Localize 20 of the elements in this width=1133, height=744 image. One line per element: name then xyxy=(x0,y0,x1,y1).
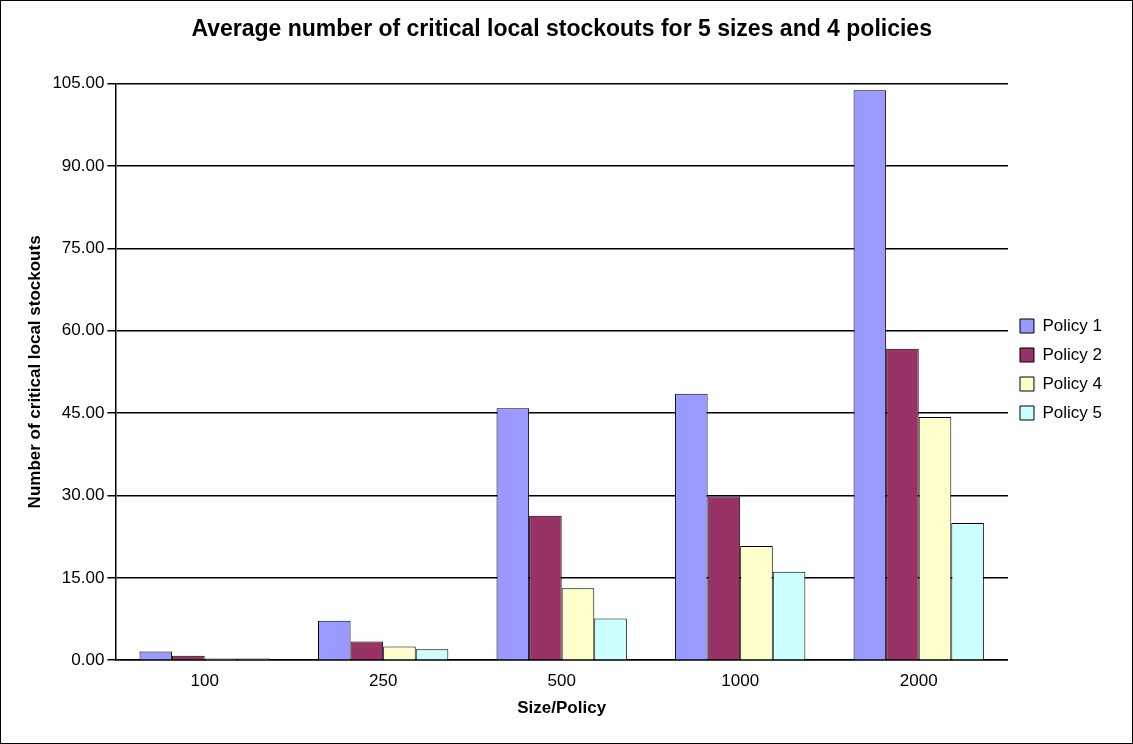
y-tick-label: 45.00 xyxy=(61,402,105,422)
x-axis-title: Size/Policy xyxy=(517,698,607,718)
legend-label: Policy 5 xyxy=(1042,402,1103,422)
y-tick-label: 90.00 xyxy=(61,155,105,175)
y-tick-label: 15.00 xyxy=(61,567,105,587)
y-tick-label: 30.00 xyxy=(61,485,105,505)
y-tick-label: 105.00 xyxy=(52,73,105,93)
legend-label: Policy 4 xyxy=(1042,373,1103,393)
x-tick-label: 500 xyxy=(547,671,576,691)
x-tick-label: 250 xyxy=(368,671,398,691)
x-tick-label: 2000 xyxy=(899,671,938,691)
y-tick-label: 0.00 xyxy=(71,649,105,669)
y-tick-label: 75.00 xyxy=(61,238,105,258)
legend-label: Policy 1 xyxy=(1042,315,1103,335)
legend-label: Policy 2 xyxy=(1042,344,1103,364)
x-tick-label: 1000 xyxy=(721,671,760,691)
y-axis-title: Number of critical local stockouts xyxy=(24,235,44,509)
x-tick-label: 100 xyxy=(190,671,219,691)
chart-title: Average number of critical local stockouts for 5 sizes and 4 policies xyxy=(191,15,932,42)
y-tick-label: 60.00 xyxy=(61,320,105,340)
